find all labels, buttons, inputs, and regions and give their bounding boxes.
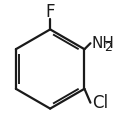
Text: 2: 2	[104, 41, 112, 54]
Text: Cl: Cl	[92, 94, 108, 112]
Text: F: F	[45, 3, 55, 21]
Text: NH: NH	[92, 36, 115, 51]
